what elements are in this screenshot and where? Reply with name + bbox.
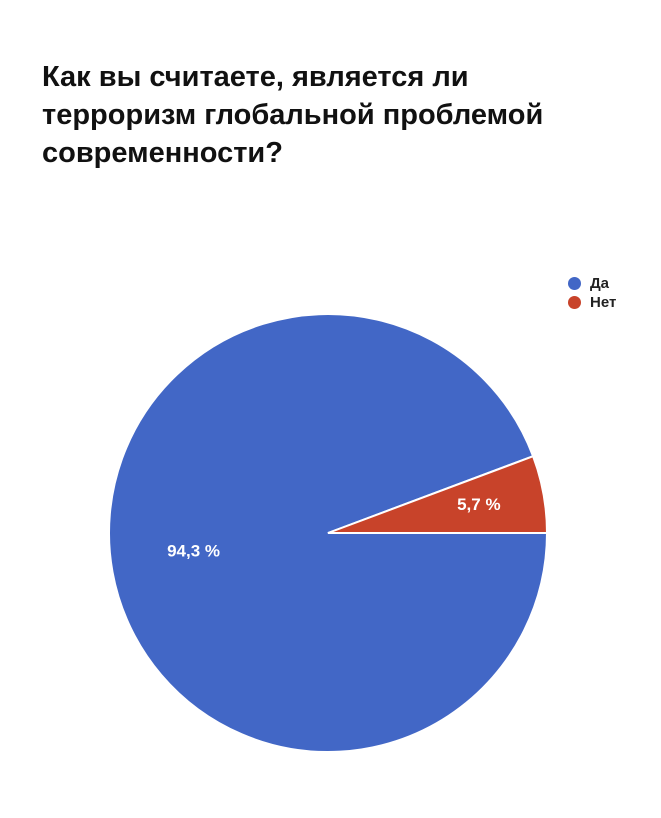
- chart-title-line-2: терроризм глобальной проблемой: [42, 99, 544, 131]
- chart-title-line-1: Как вы считаете, является ли: [42, 61, 469, 93]
- legend-item-net[interactable]: Нет: [568, 293, 616, 312]
- legend-item-da[interactable]: Да: [568, 274, 616, 293]
- pie-label-net: 5,7 %: [457, 495, 500, 514]
- legend: Да Нет: [568, 274, 616, 312]
- pie-slice-net[interactable]: [327, 454, 549, 534]
- pie-label-da: 94,3 %: [167, 541, 220, 560]
- chart-title: Как вы считаете, является ли терроризм г…: [42, 58, 622, 172]
- legend-label-net: Нет: [590, 294, 617, 311]
- legend-swatch-net: [568, 296, 581, 309]
- legend-label-da: Да: [590, 275, 610, 292]
- chart-title-line-3: современности?: [42, 137, 283, 169]
- legend-swatch-da: [568, 277, 581, 290]
- pie-slices: [108, 313, 549, 753]
- pie-slice-labels: 94,3 % 5,7 %: [167, 495, 501, 560]
